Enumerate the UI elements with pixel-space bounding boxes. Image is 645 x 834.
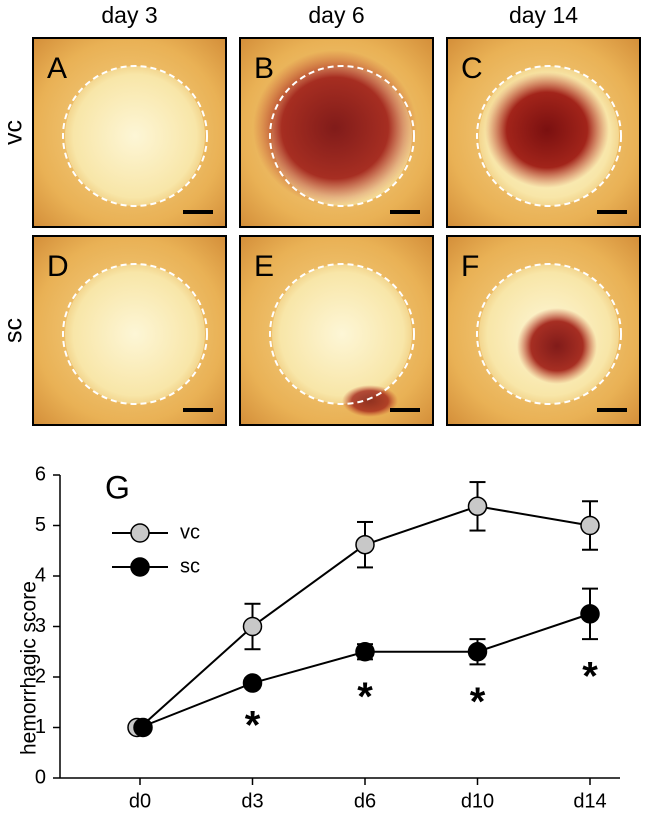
disc (272, 264, 412, 404)
column-header: day 14 (509, 2, 578, 28)
border (446, 37, 641, 228)
significance: * (357, 675, 373, 719)
border (446, 235, 641, 426)
significance: * (470, 680, 486, 724)
point (242, 673, 263, 693)
y-tick-label: 4 (35, 564, 46, 586)
legend-marker (130, 523, 150, 543)
point (467, 642, 488, 662)
border (239, 235, 434, 426)
hemorrhage (517, 308, 597, 384)
hemorrhage (485, 72, 609, 188)
disc (65, 264, 205, 404)
point (355, 534, 375, 555)
point (580, 515, 600, 536)
significance: * (245, 704, 261, 748)
y-tick-label: 6 (35, 463, 46, 485)
point (580, 604, 600, 624)
panel-label: F (461, 250, 479, 283)
outline (476, 263, 622, 405)
y-tick-label: 2 (35, 665, 46, 687)
image-panels: day 3 day 6 day 14 vc sc A B C D E F (0, 2, 641, 426)
outline (62, 263, 208, 405)
x-tick-label: d10 (461, 790, 494, 812)
legend-label: vc (180, 521, 200, 543)
legend-marker (130, 557, 150, 577)
outline (269, 65, 415, 207)
legend-label: sc (180, 555, 200, 577)
x-tick-label: d0 (129, 790, 151, 812)
column-header: day 6 (308, 2, 364, 28)
x-tick-label: d3 (241, 790, 263, 812)
point (467, 496, 488, 517)
y-axis-label: hemorrhagic score (18, 581, 41, 755)
column-header: day 3 (101, 2, 157, 28)
hemorrhage (342, 385, 398, 417)
outline (62, 65, 208, 207)
panel-label: G (105, 469, 130, 505)
y-tick-label: 3 (35, 615, 46, 637)
outline (269, 263, 415, 405)
panel-label: A (47, 52, 67, 85)
y-tick-label: 5 (35, 514, 46, 536)
point (242, 616, 263, 637)
border (32, 37, 227, 228)
significance: * (582, 655, 598, 699)
x-tick-label: d6 (354, 790, 376, 812)
panel-label: D (47, 250, 69, 283)
disc (65, 66, 205, 206)
y-tick-label: 0 (35, 766, 46, 788)
panel-label: E (254, 250, 274, 283)
y-tick-label: 1 (35, 716, 46, 738)
border (239, 37, 434, 228)
panel-label: B (254, 52, 274, 85)
outline (476, 65, 622, 207)
border (32, 235, 227, 426)
row-label: vc (0, 120, 28, 145)
point (133, 717, 153, 738)
point (355, 642, 375, 662)
x-tick-label: d14 (573, 790, 606, 812)
hemorrhage (253, 50, 417, 206)
panel-label: C (461, 52, 483, 85)
row-label: sc (0, 318, 28, 343)
